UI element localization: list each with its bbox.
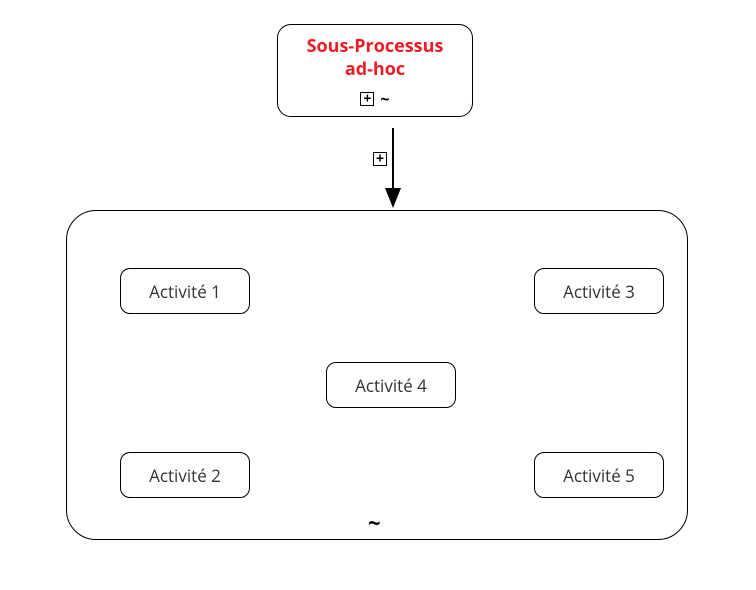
activity-label: Activité 4 (355, 374, 427, 397)
subprocess-collapsed: Sous-Processus ad-hoc + ~ (277, 24, 473, 117)
activity-3: Activité 3 (534, 268, 664, 314)
adhoc-marker-icon: ~ (380, 88, 389, 110)
subprocess-title-line2: ad-hoc (345, 57, 405, 81)
subprocess-title-line1: Sous-Processus (307, 34, 444, 58)
activity-2: Activité 2 (120, 452, 250, 498)
activity-5: Activité 5 (534, 452, 664, 498)
activity-1: Activité 1 (120, 268, 250, 314)
subprocess-markers: + ~ (360, 88, 389, 110)
activity-4: Activité 4 (326, 362, 456, 408)
expanded-adhoc-marker-icon: ~ (368, 508, 381, 538)
activity-label: Activité 3 (563, 280, 635, 303)
activity-label: Activité 2 (149, 464, 221, 487)
subprocess-title: Sous-Processus ad-hoc (307, 35, 444, 82)
expand-marker-icon: + (360, 92, 374, 106)
activity-label: Activité 1 (149, 280, 221, 303)
activity-label: Activité 5 (563, 464, 635, 487)
arrow-expand-icon: + (373, 152, 387, 166)
